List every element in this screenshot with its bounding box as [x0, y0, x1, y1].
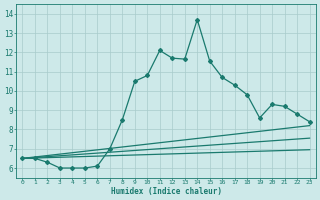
X-axis label: Humidex (Indice chaleur): Humidex (Indice chaleur): [110, 187, 221, 196]
